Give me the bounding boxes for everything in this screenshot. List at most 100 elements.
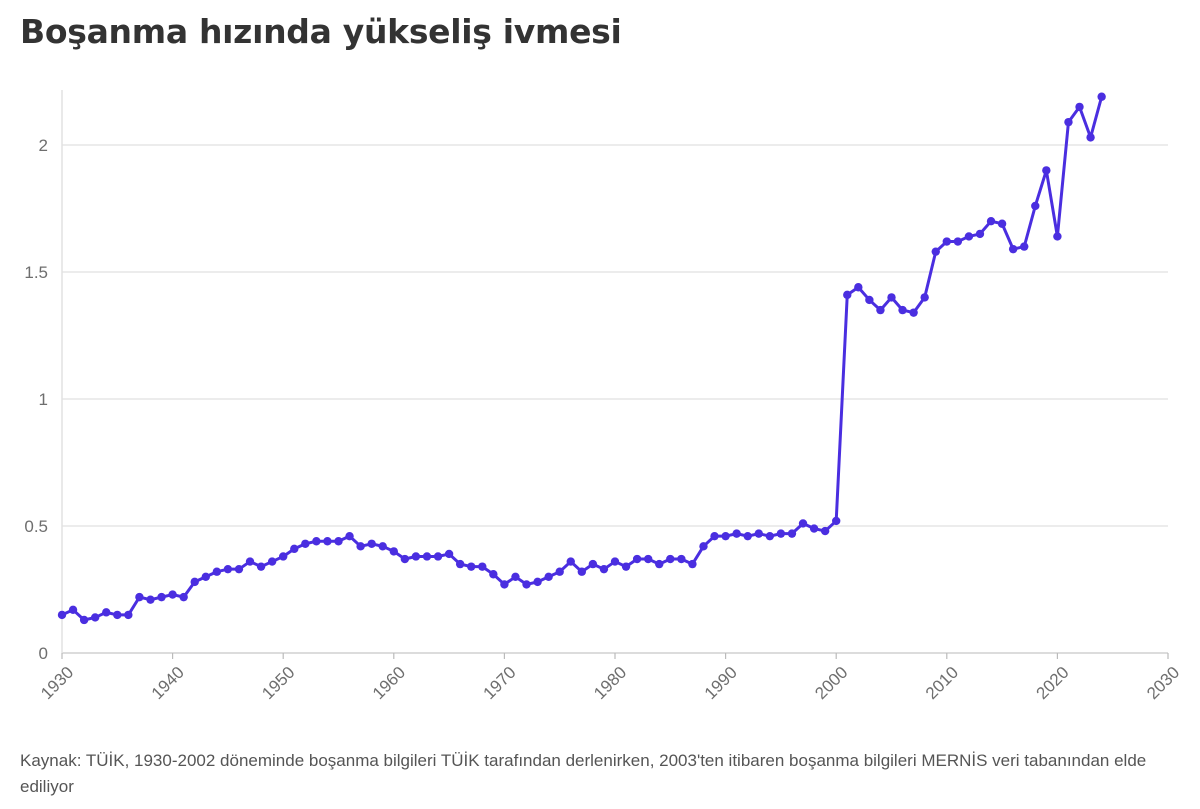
data-point [776, 529, 786, 538]
data-point [809, 524, 819, 533]
data-point [909, 308, 918, 317]
axes [61, 90, 1169, 659]
data-point [599, 564, 609, 574]
data-point [422, 552, 432, 561]
data-point [854, 283, 863, 292]
data-point [378, 542, 387, 551]
data-point [986, 217, 996, 226]
gridlines [62, 144, 1168, 527]
data-point [223, 564, 233, 574]
data-point [400, 554, 410, 564]
data-point [157, 592, 166, 602]
data-point [666, 554, 675, 564]
data-point [1075, 102, 1084, 112]
data-point [334, 537, 343, 546]
data-point [179, 592, 188, 602]
data-point [643, 554, 653, 564]
x-tick-label: 2000 [811, 663, 851, 703]
data-point [555, 567, 564, 576]
data-point [146, 595, 155, 604]
x-tick-label: 1980 [590, 663, 630, 703]
data-point [102, 608, 111, 617]
data-point [234, 564, 244, 574]
data-point [312, 537, 321, 546]
x-tick-label: 1960 [369, 663, 409, 703]
data-point [743, 531, 752, 541]
data-point [632, 554, 642, 564]
data-point [256, 562, 266, 571]
data-series [57, 92, 1106, 625]
data-point [301, 539, 310, 548]
y-tick-label: 1 [39, 390, 48, 409]
data-point [367, 539, 376, 548]
data-point [820, 526, 830, 536]
data-point [68, 605, 78, 615]
data-point [290, 544, 299, 554]
data-point [433, 552, 443, 561]
data-point [677, 554, 686, 564]
data-point [489, 570, 498, 579]
data-point [787, 529, 797, 538]
data-point [931, 247, 940, 256]
data-point [500, 580, 509, 589]
data-point [621, 562, 631, 571]
data-point [655, 559, 664, 569]
y-tick-labels: 0 0.5 1 1.5 2 [24, 136, 48, 663]
data-point [975, 229, 985, 239]
data-point [467, 562, 476, 571]
y-tick-label: 0.5 [24, 517, 48, 536]
y-tick-label: 2 [39, 136, 48, 155]
data-point [1086, 133, 1095, 142]
data-point [57, 610, 67, 620]
series-line [60, 95, 1104, 622]
data-point [843, 290, 852, 300]
data-point [79, 615, 89, 625]
data-point [610, 557, 620, 566]
data-point [212, 567, 222, 576]
x-tick-label: 1930 [37, 663, 77, 703]
x-tick-label: 2020 [1033, 663, 1073, 703]
data-point [1020, 242, 1029, 251]
data-point [1031, 201, 1040, 211]
x-tick-label: 1950 [258, 663, 298, 703]
data-point [455, 559, 465, 569]
data-point [876, 305, 885, 315]
data-point [411, 552, 421, 561]
data-point [588, 559, 598, 569]
y-tick-label: 1.5 [24, 263, 48, 282]
data-point [566, 557, 575, 566]
chart-title: Boşanma hızında yükseliş ivmesi [20, 12, 622, 51]
data-point [920, 293, 929, 302]
data-point [279, 552, 288, 561]
x-tick-label: 1940 [148, 663, 188, 703]
data-point [511, 572, 520, 581]
data-point [887, 293, 896, 302]
data-point [478, 562, 487, 571]
data-point [688, 559, 697, 569]
data-point [699, 542, 708, 551]
x-tick-label: 2010 [922, 663, 962, 703]
data-point [389, 547, 398, 556]
data-point [544, 572, 553, 581]
data-point [765, 531, 775, 541]
x-tick-label: 2030 [1143, 663, 1183, 703]
data-point [168, 590, 177, 599]
data-point [190, 577, 199, 587]
data-point [1042, 166, 1051, 175]
data-point [865, 295, 874, 305]
data-point [1064, 117, 1073, 127]
data-point [942, 237, 951, 246]
data-point [124, 610, 133, 620]
data-point [323, 537, 332, 546]
data-point [953, 237, 963, 246]
x-tick-labels: 1930 1940 1950 1960 1970 1980 1990 2000 2010 2020… [37, 663, 1183, 703]
data-point [1008, 244, 1018, 254]
data-point [201, 572, 210, 581]
data-point [90, 613, 100, 622]
data-point [533, 577, 542, 587]
data-point [113, 610, 122, 620]
data-point [345, 531, 354, 541]
data-point [997, 219, 1007, 228]
source-note: Kaynak: TÜİK, 1930-2002 döneminde boşanm… [20, 751, 1147, 796]
